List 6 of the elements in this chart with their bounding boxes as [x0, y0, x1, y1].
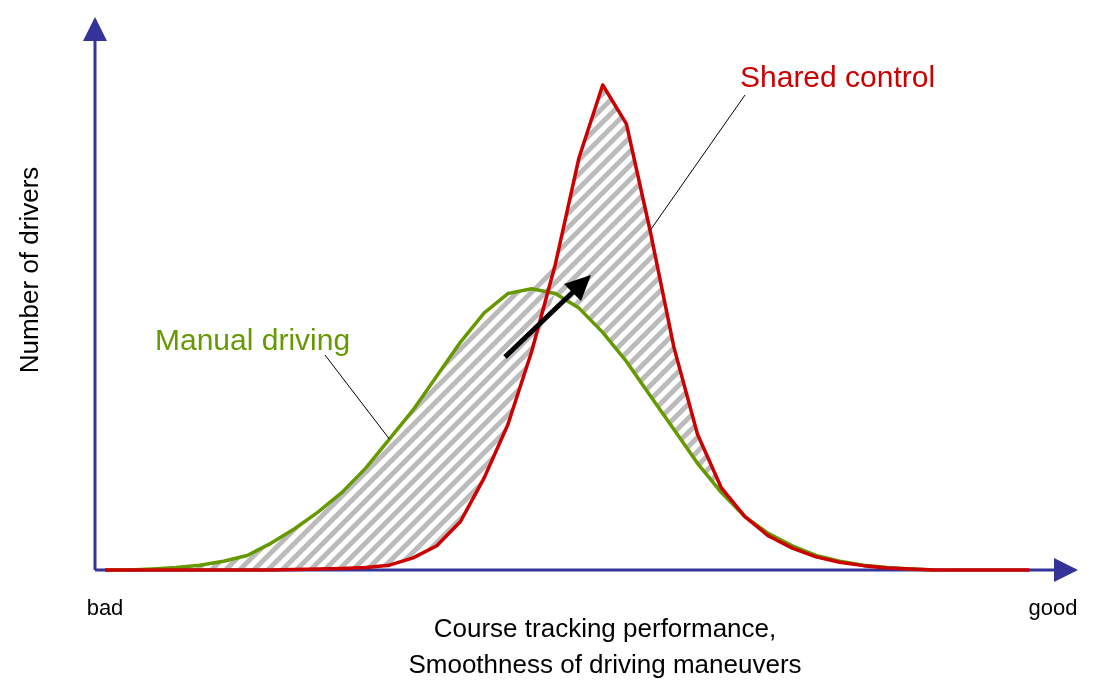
x-tick-label: good	[1028, 595, 1078, 620]
y-axis-title: Number of drivers	[14, 166, 44, 374]
text: Manual driving	[155, 323, 351, 356]
x-axis-title: Course tracking performance, Smoothness of driving maneuvers	[408, 613, 802, 679]
x-tick-label: bad	[86, 595, 124, 620]
text: Shared control	[740, 60, 936, 93]
